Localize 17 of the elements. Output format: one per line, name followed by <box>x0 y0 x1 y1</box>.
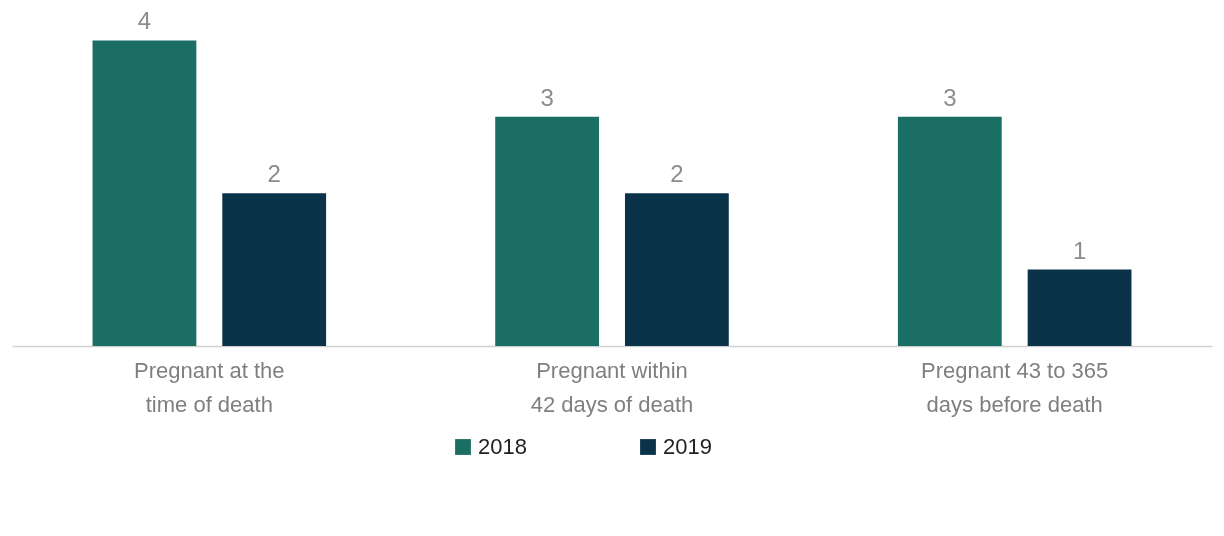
data-label: 1 <box>1072 236 1087 264</box>
data-label: 3 <box>943 83 957 111</box>
data-label: 3 <box>540 83 554 111</box>
bar <box>222 193 327 346</box>
data-label: 2 <box>670 160 684 188</box>
bar <box>495 116 600 346</box>
x-tick-label: Pregnant 43 to 365 days before death <box>921 357 1109 417</box>
bar <box>1027 269 1132 346</box>
legend-label: 2019 <box>663 434 712 459</box>
legend-label: 2018 <box>478 434 527 459</box>
data-label: 4 <box>137 7 152 35</box>
bar <box>897 116 1002 346</box>
bar <box>624 193 729 346</box>
x-tick-label: Pregnant within 42 days of death <box>530 357 694 417</box>
x-tick-label: Pregnant at the time of death <box>134 357 285 417</box>
data-label: 2 <box>267 160 281 188</box>
bar <box>92 40 197 346</box>
